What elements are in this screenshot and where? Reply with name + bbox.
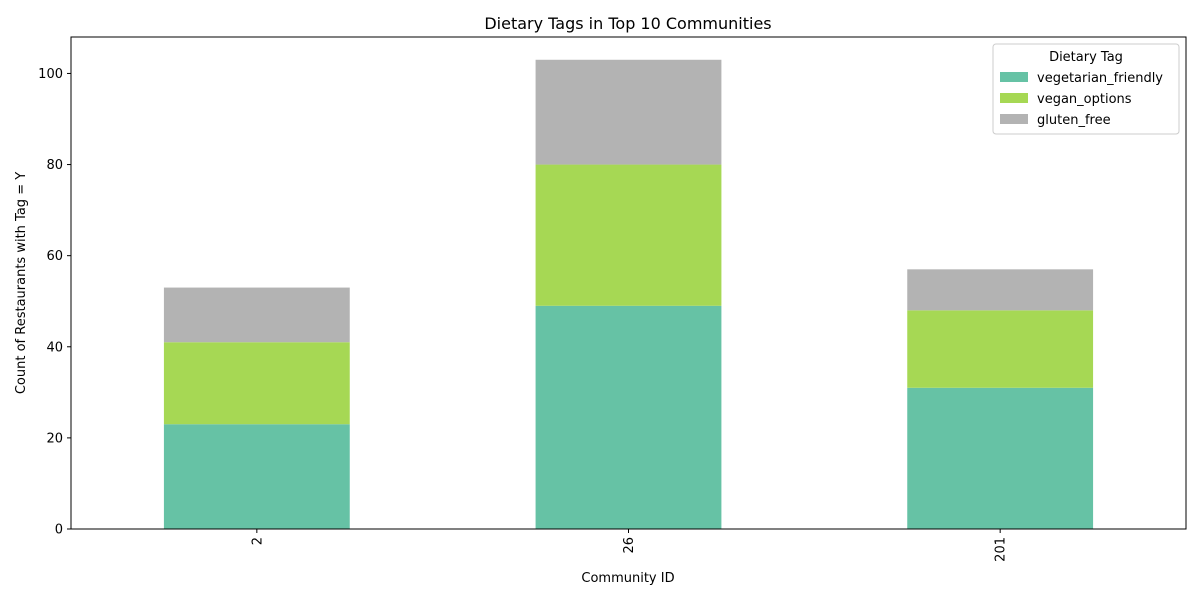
y-axis-label: Count of Restaurants with Tag = Y bbox=[14, 172, 29, 394]
legend-label-gluten_free: gluten_free bbox=[1037, 113, 1111, 128]
y-tick-label: 40 bbox=[46, 340, 63, 355]
legend: Dietary Tag vegetarian_friendly vegan_opti… bbox=[992, 43, 1180, 135]
legend-frame bbox=[992, 43, 1180, 135]
y-tick-label: 20 bbox=[46, 431, 63, 446]
bar-segment-gluten_free-2 bbox=[163, 287, 350, 343]
x-tick-label: 26 bbox=[622, 537, 637, 554]
chart-title: Dietary Tags in Top 10 Communities bbox=[484, 14, 771, 33]
legend-label-vegetarian_friendly: vegetarian_friendly bbox=[1037, 71, 1163, 86]
bar-segment-vegetarian_friendly-26 bbox=[535, 305, 722, 529]
legend-swatch-gluten_free bbox=[1000, 114, 1028, 124]
y-tick-label: 100 bbox=[38, 67, 63, 82]
bar-segment-vegetarian_friendly-201 bbox=[907, 387, 1094, 529]
bar-segment-gluten_free-26 bbox=[535, 59, 722, 165]
y-tick-label: 0 bbox=[55, 523, 63, 538]
x-tick-label: 2 bbox=[250, 537, 265, 545]
x-tick-label: 201 bbox=[994, 537, 1009, 562]
bar-segment-vegan_options-2 bbox=[163, 342, 350, 425]
x-axis: 2 26 201 bbox=[250, 529, 1009, 562]
x-axis-label: Community ID bbox=[581, 571, 674, 586]
y-tick-label: 80 bbox=[46, 158, 63, 173]
bar-segment-gluten_free-201 bbox=[907, 269, 1094, 311]
legend-label-vegan_options: vegan_options bbox=[1037, 92, 1132, 107]
bar-segment-vegan_options-26 bbox=[535, 164, 722, 306]
bars-layer bbox=[163, 59, 1094, 529]
legend-swatch-vegetarian_friendly bbox=[1000, 72, 1028, 82]
bar-segment-vegan_options-201 bbox=[907, 310, 1094, 388]
bar-segment-vegetarian_friendly-2 bbox=[163, 424, 350, 529]
y-axis: 0 20 40 60 80 100 bbox=[38, 67, 71, 538]
legend-swatch-vegan_options bbox=[1000, 93, 1028, 103]
y-tick-label: 60 bbox=[46, 249, 63, 264]
legend-title: Dietary Tag bbox=[1049, 50, 1123, 65]
